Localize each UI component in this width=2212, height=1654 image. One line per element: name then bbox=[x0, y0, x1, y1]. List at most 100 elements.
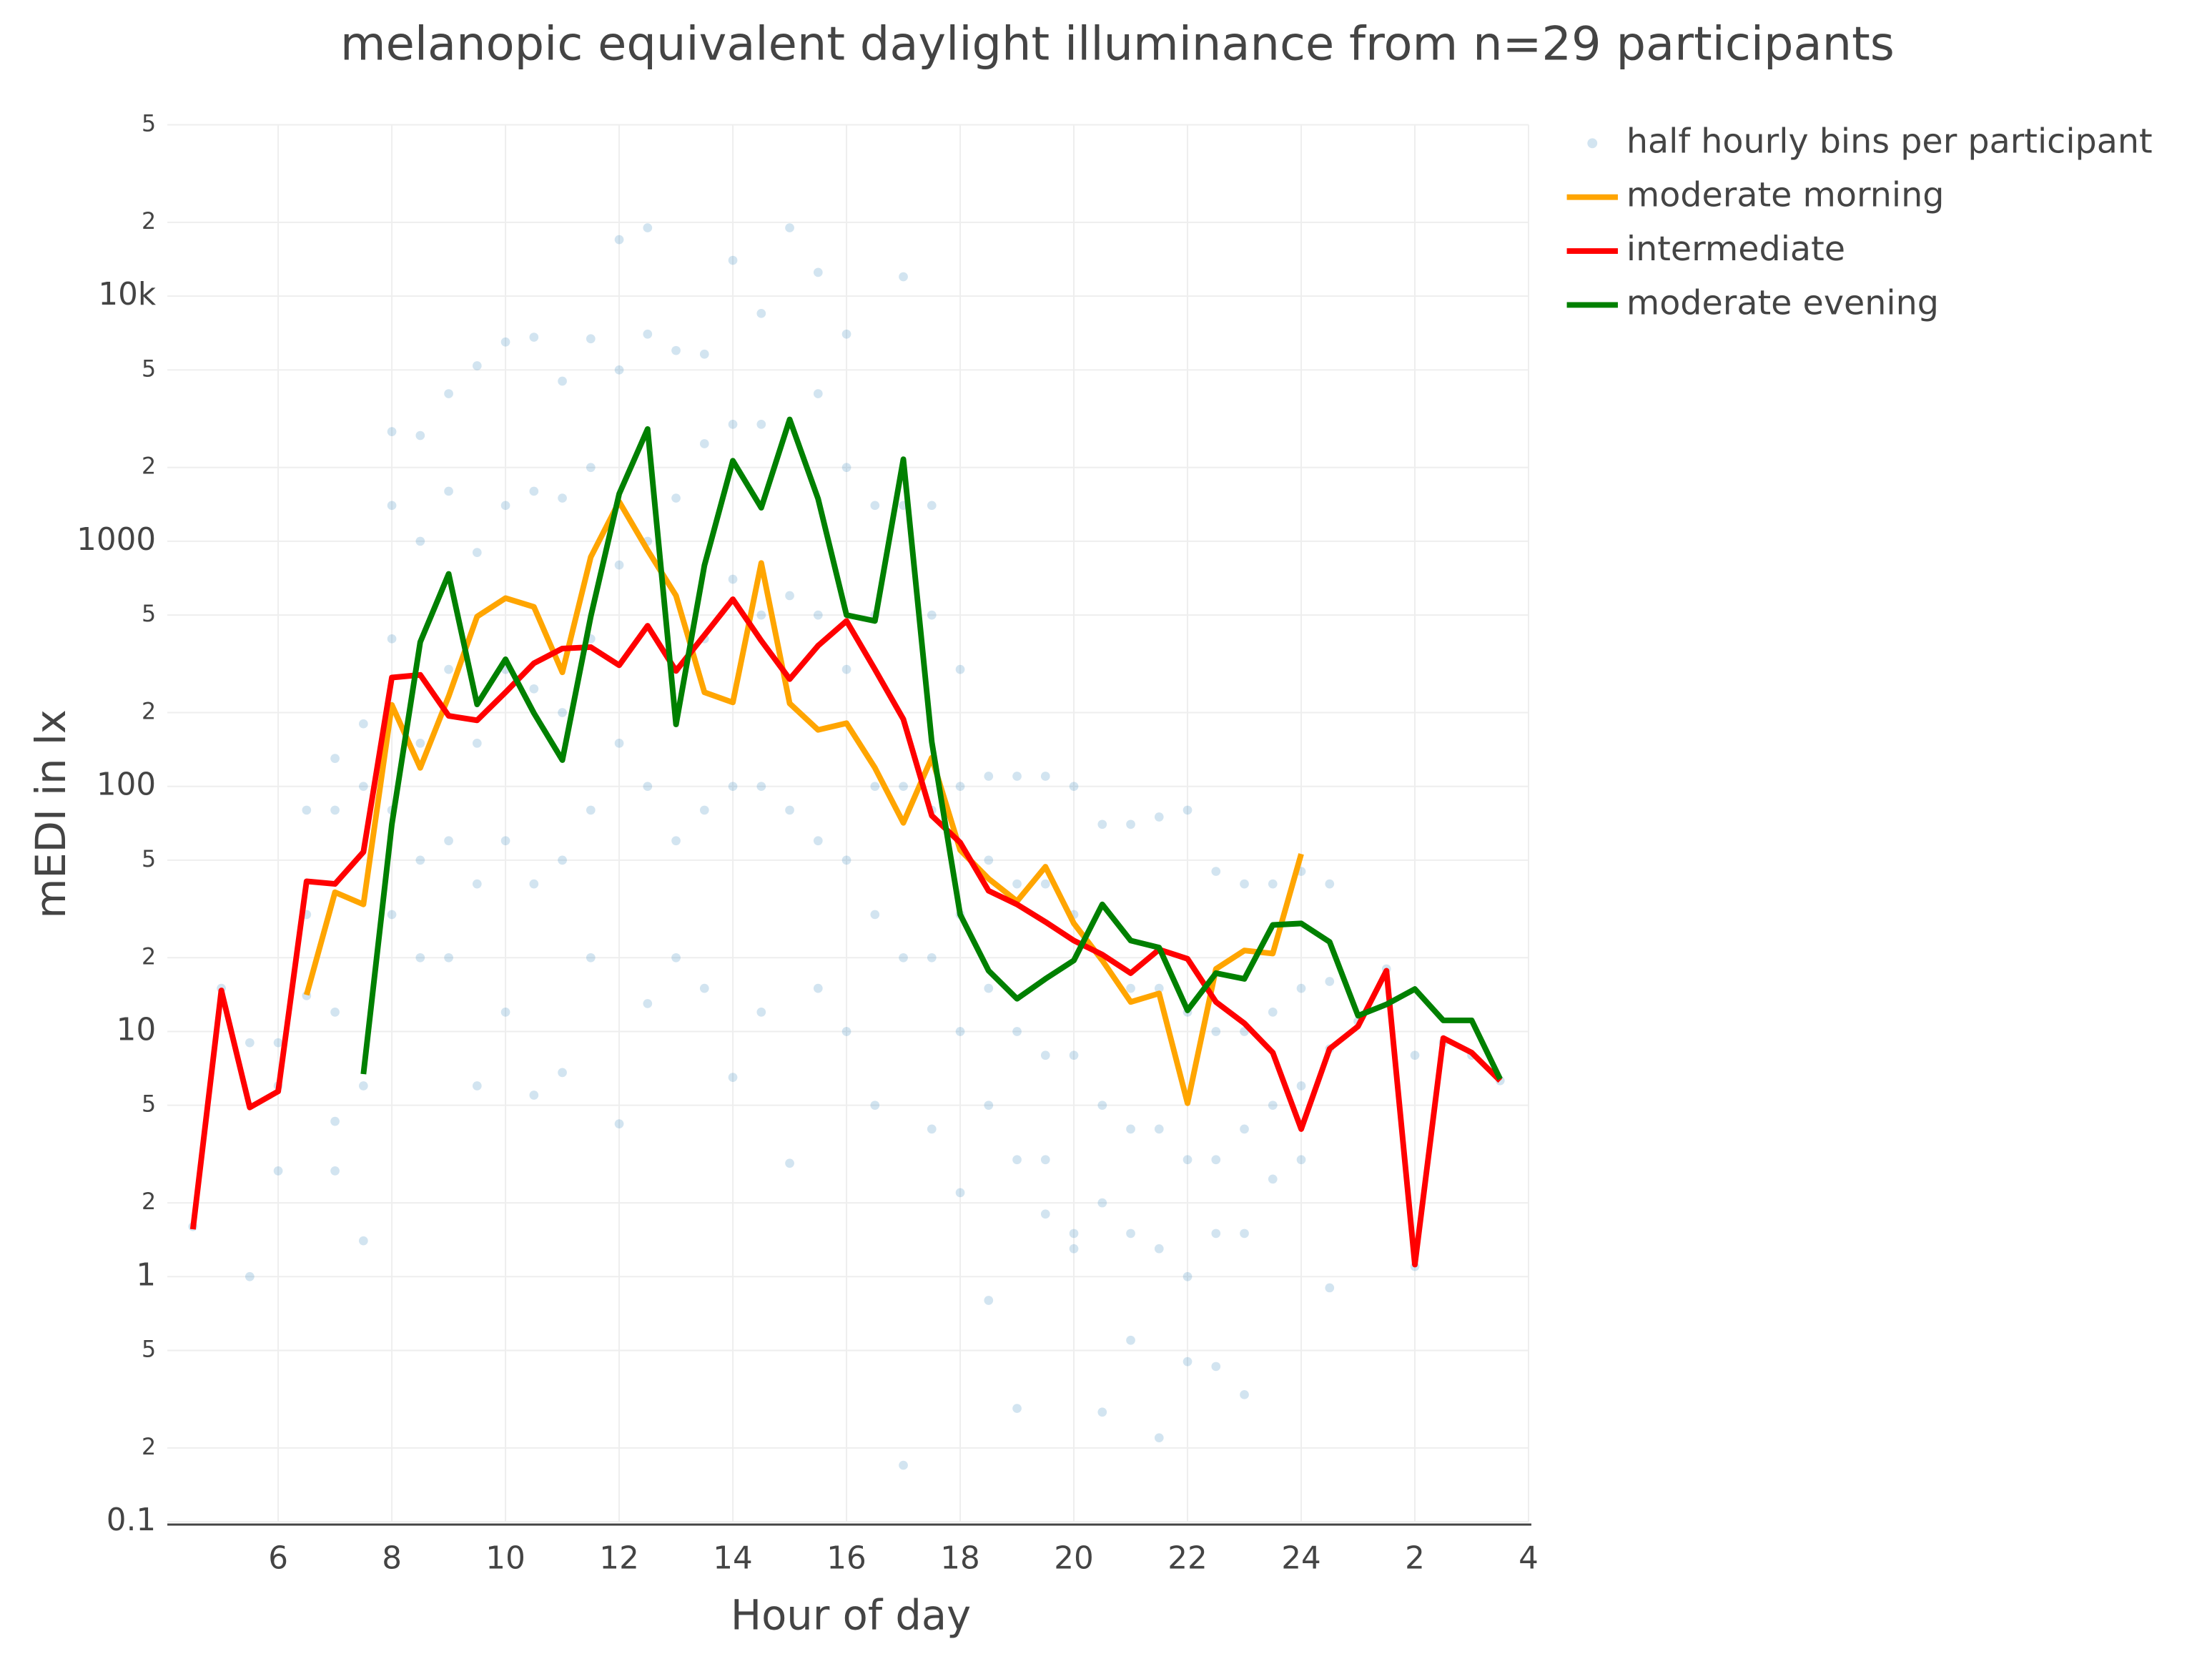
scatter-point bbox=[302, 805, 312, 815]
scatter-point bbox=[472, 738, 482, 748]
scatter-point bbox=[699, 349, 709, 359]
y-tick-label: 2 bbox=[142, 454, 156, 480]
scatter-point bbox=[841, 1027, 851, 1036]
x-tick-label: 12 bbox=[599, 1541, 639, 1577]
scatter-point bbox=[558, 855, 567, 865]
scatter-point bbox=[444, 664, 453, 674]
scatter-point bbox=[529, 486, 539, 496]
scatter-point bbox=[472, 361, 482, 370]
scatter-point bbox=[558, 493, 567, 503]
y-tick-label: 5 bbox=[142, 847, 156, 872]
scatter-point bbox=[387, 910, 397, 920]
scatter-point bbox=[358, 1236, 368, 1246]
scatter-point bbox=[614, 1119, 624, 1128]
scatter-point bbox=[415, 536, 425, 546]
scatter-point bbox=[472, 879, 482, 889]
scatter-point bbox=[1325, 977, 1335, 986]
scatter-point bbox=[330, 805, 340, 815]
scatter-point bbox=[927, 501, 937, 511]
scatter-point bbox=[643, 329, 653, 339]
scatter-point bbox=[899, 1460, 908, 1470]
y-tick-label: 2 bbox=[142, 1189, 156, 1215]
scatter-point bbox=[529, 684, 539, 694]
scatter-point bbox=[415, 738, 425, 748]
scatter-point bbox=[671, 836, 681, 846]
x-tick-label: 6 bbox=[268, 1541, 288, 1577]
scatter-point bbox=[841, 855, 851, 865]
scatter-point bbox=[1211, 1362, 1221, 1372]
chart-title: melanopic equivalent daylight illuminanc… bbox=[340, 17, 1895, 72]
scatter-point bbox=[785, 1158, 794, 1168]
scatter-point bbox=[813, 389, 823, 398]
y-tick-label: 5 bbox=[142, 1092, 156, 1118]
line-series bbox=[189, 596, 1503, 1268]
scatter-point bbox=[245, 1271, 255, 1281]
y-tick-label: 5 bbox=[142, 356, 156, 382]
scatter-point bbox=[870, 1101, 880, 1111]
scatter-point bbox=[444, 952, 453, 963]
scatter-point bbox=[643, 223, 653, 232]
y-tick-label: 2 bbox=[142, 209, 156, 235]
scatter-point bbox=[1126, 1124, 1135, 1134]
scatter-point bbox=[1154, 1244, 1164, 1254]
scatter-point bbox=[558, 376, 567, 386]
x-tick-label: 4 bbox=[1519, 1541, 1539, 1577]
scatter-point bbox=[586, 463, 596, 473]
scatter-point bbox=[813, 610, 823, 620]
scatter-point bbox=[984, 983, 994, 993]
legend-marker bbox=[1587, 138, 1598, 149]
scatter-point bbox=[1211, 1027, 1221, 1036]
scatter-point bbox=[728, 782, 738, 792]
scatter-point bbox=[756, 1007, 766, 1017]
scatter-point bbox=[813, 836, 823, 846]
scatter-point bbox=[1211, 867, 1221, 876]
scatter-point bbox=[1325, 1283, 1335, 1293]
scatter-point bbox=[785, 591, 794, 601]
scatter-point bbox=[358, 1081, 368, 1091]
scatter-point bbox=[785, 223, 794, 232]
scatter-point bbox=[1182, 805, 1193, 815]
y-tick-label: 5 bbox=[142, 601, 156, 627]
x-tick-label: 24 bbox=[1281, 1541, 1321, 1577]
scatter-point bbox=[500, 836, 510, 846]
scatter-point bbox=[728, 574, 738, 584]
scatter-point bbox=[1040, 772, 1050, 781]
scatter-point bbox=[1012, 772, 1022, 781]
scatter-point bbox=[1182, 1155, 1193, 1165]
scatter-point bbox=[671, 952, 681, 963]
scatter-point bbox=[529, 333, 539, 342]
y-tick-label: 5 bbox=[142, 1337, 156, 1362]
scatter-point bbox=[955, 664, 965, 674]
scatter-point bbox=[558, 1068, 567, 1078]
scatter-point bbox=[245, 1038, 255, 1048]
scatter-point bbox=[1040, 1209, 1050, 1219]
line-series bbox=[360, 416, 1503, 1080]
scatter-point bbox=[1154, 983, 1164, 993]
y-tick-label: 2 bbox=[142, 699, 156, 725]
scatter-point bbox=[1268, 1007, 1278, 1017]
scatter-point bbox=[1410, 1050, 1420, 1060]
scatter-point bbox=[728, 255, 738, 265]
x-tick-label: 18 bbox=[940, 1541, 980, 1577]
scatter-point bbox=[1012, 1404, 1022, 1413]
scatter-point bbox=[756, 610, 766, 620]
scatter-point bbox=[1097, 1407, 1107, 1417]
scatter-point bbox=[1069, 1229, 1079, 1239]
scatter-point bbox=[1097, 819, 1107, 830]
scatter-point bbox=[586, 805, 596, 815]
scatter-point bbox=[1268, 1174, 1278, 1184]
scatter-point bbox=[955, 1027, 965, 1036]
scatter-point bbox=[330, 1007, 340, 1017]
scatter-point bbox=[1126, 1229, 1135, 1239]
y-tick-label: 0.1 bbox=[107, 1502, 156, 1538]
scatter-point bbox=[330, 1166, 340, 1176]
scatter-point bbox=[870, 501, 880, 511]
scatter-point bbox=[1240, 879, 1249, 889]
scatter-point bbox=[1296, 1081, 1306, 1091]
scatter-point bbox=[699, 439, 709, 448]
x-tick-label: 2 bbox=[1405, 1541, 1425, 1577]
x-tick-label: 8 bbox=[382, 1541, 402, 1577]
scatter-point bbox=[273, 1038, 283, 1048]
